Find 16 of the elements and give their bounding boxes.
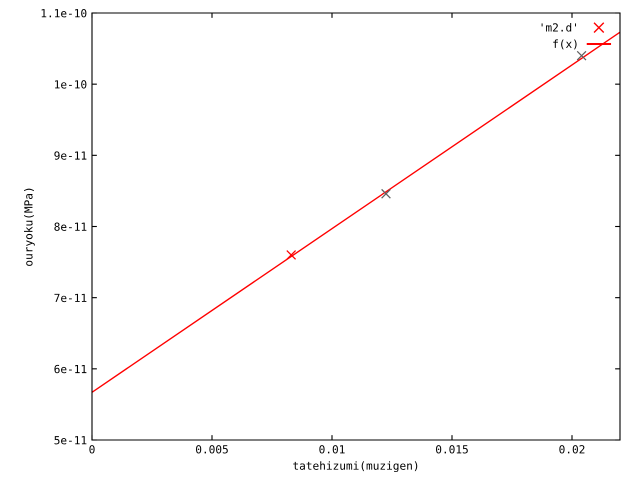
legend-label: f(x)	[553, 39, 577, 50]
y-axis-title: ouryoku(MPa)	[24, 188, 35, 266]
y-tick-label: 1e-10	[55, 80, 86, 89]
x-tick-label: 0.015	[436, 445, 468, 454]
y-tick-label: 8e-11	[54, 222, 86, 231]
y-tick-label: 5e-11	[54, 436, 86, 444]
x-tick-label: 0.01	[319, 445, 345, 454]
y-tick-label: 6e-11	[54, 364, 86, 374]
y-tick-label: 1.1e-10	[42, 9, 86, 18]
y-tick-label: 7e-11	[54, 294, 86, 302]
x-tick-label: 0.02	[559, 445, 584, 454]
x-tick-label: 0.005	[196, 445, 228, 454]
legend-label: 'm2.d'	[542, 23, 576, 32]
x-tick-label: 0	[89, 445, 95, 454]
x-axis-title: tatehizumi(muzigen)	[293, 461, 418, 472]
y-tick-label: 9e-11	[54, 151, 86, 160]
